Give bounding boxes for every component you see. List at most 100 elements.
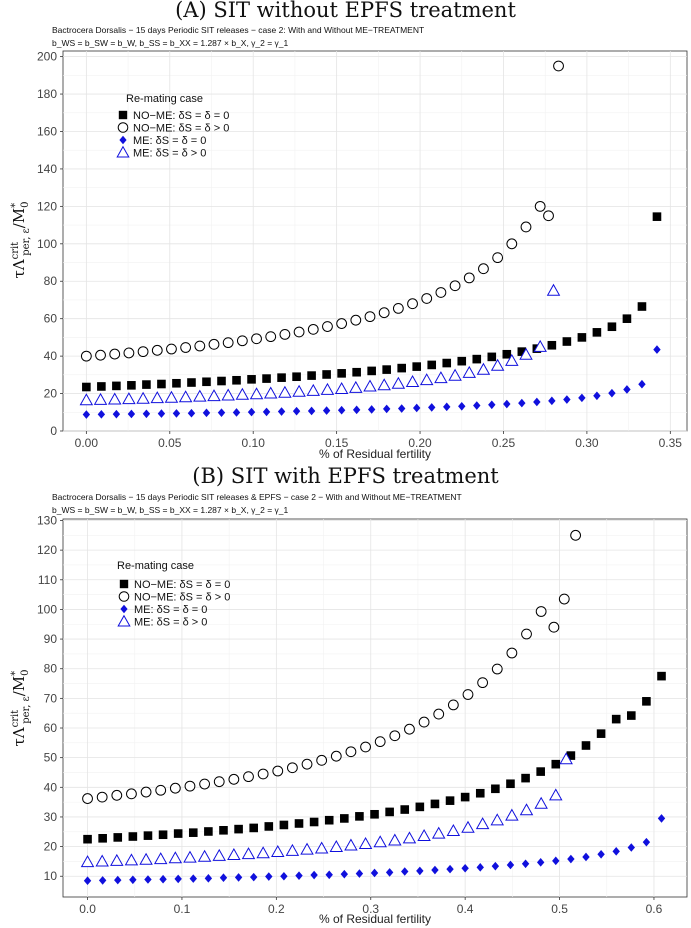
data-point bbox=[249, 872, 258, 882]
x-tick-label: 0.2 bbox=[268, 902, 285, 916]
y-tick-label: 100 bbox=[37, 602, 57, 616]
data-point bbox=[552, 856, 560, 866]
data-point bbox=[546, 283, 561, 296]
y-tick-label: 20 bbox=[44, 387, 58, 401]
panel-b-plot-frame bbox=[62, 518, 688, 898]
data-point bbox=[415, 802, 425, 812]
data-point bbox=[607, 322, 617, 332]
data-point bbox=[596, 729, 606, 738]
data-point bbox=[345, 746, 357, 758]
panel-b-ticks: 0.0 0.1 0.2 0.3 0.4 0.5 0.6 10 20 30 40 50 60 70 80 90 1… bbox=[37, 513, 663, 916]
panel-a-title: (A) SIT without EPFS treatment bbox=[175, 0, 516, 22]
data-point bbox=[490, 813, 505, 826]
x-tick-label: 0.5 bbox=[551, 902, 568, 916]
data-point bbox=[310, 870, 318, 880]
x-tick-label: 0.3 bbox=[362, 902, 379, 916]
x-tick-label: 0.25 bbox=[492, 436, 516, 450]
data-point bbox=[417, 829, 431, 842]
panel-a-grid bbox=[63, 51, 687, 432]
data-point bbox=[462, 689, 474, 700]
data-point bbox=[370, 868, 379, 878]
y-tick-label: 90 bbox=[44, 632, 58, 646]
data-point bbox=[637, 302, 647, 311]
data-point bbox=[536, 767, 545, 776]
data-point bbox=[377, 378, 391, 391]
y-tick-label: 60 bbox=[44, 721, 58, 735]
data-point bbox=[227, 847, 241, 861]
data-point bbox=[180, 342, 192, 353]
data-point bbox=[400, 805, 410, 814]
data-point bbox=[627, 711, 636, 720]
data-point bbox=[122, 392, 136, 405]
data-point bbox=[473, 401, 481, 410]
data-point bbox=[251, 333, 262, 345]
y-tick-label: 80 bbox=[44, 274, 58, 288]
panel-a: (A) SIT without EPFS treatment Bactrocer… bbox=[10, 0, 688, 461]
data-point bbox=[367, 366, 376, 376]
data-point bbox=[307, 406, 316, 416]
x-tick-label: 0.15 bbox=[325, 436, 349, 450]
legend-label: ME: δS = δ > 0 bbox=[134, 617, 207, 629]
data-point bbox=[112, 409, 121, 419]
data-point bbox=[143, 831, 153, 840]
data-point bbox=[462, 365, 477, 378]
data-point bbox=[355, 812, 364, 821]
data-point bbox=[202, 408, 211, 418]
data-point bbox=[337, 405, 346, 415]
data-point bbox=[570, 529, 582, 541]
x-tick-label: 0.30 bbox=[575, 436, 599, 450]
y-tick-label: 200 bbox=[37, 50, 57, 64]
data-point bbox=[136, 391, 150, 404]
data-point bbox=[534, 796, 548, 809]
data-point bbox=[336, 318, 348, 329]
y-tick-label: 30 bbox=[44, 810, 58, 824]
panel-a-points bbox=[79, 60, 662, 419]
y-tick-label: 0 bbox=[50, 424, 57, 438]
panel-b-points bbox=[80, 529, 666, 885]
data-point bbox=[402, 831, 417, 844]
data-point bbox=[301, 758, 313, 770]
data-point bbox=[443, 402, 451, 412]
data-point bbox=[488, 400, 496, 410]
data-point bbox=[294, 819, 304, 828]
data-point bbox=[430, 799, 440, 809]
data-point bbox=[193, 389, 207, 402]
data-point bbox=[98, 876, 107, 885]
data-point bbox=[334, 381, 349, 394]
data-point bbox=[421, 293, 433, 304]
panel-b-y-axis-label: τΛcritper, ε/M*0 bbox=[10, 669, 32, 746]
legend-marker bbox=[120, 604, 128, 614]
data-point bbox=[127, 381, 136, 390]
data-point bbox=[213, 776, 225, 788]
panel-a-params: b_WS = b_SW = b_W, b_SS = b_XX = 1.287 ×… bbox=[52, 38, 289, 48]
data-point bbox=[543, 210, 554, 222]
data-point bbox=[199, 778, 211, 790]
data-point bbox=[448, 368, 462, 381]
data-point bbox=[412, 362, 422, 371]
data-point bbox=[293, 326, 305, 338]
data-point bbox=[272, 765, 284, 777]
data-point bbox=[82, 793, 93, 804]
data-point bbox=[388, 833, 402, 846]
data-point bbox=[582, 852, 590, 862]
data-point bbox=[169, 782, 181, 794]
data-point bbox=[271, 845, 285, 858]
data-point bbox=[460, 792, 470, 802]
data-point bbox=[352, 367, 361, 377]
y-tick-label: 100 bbox=[37, 237, 57, 251]
data-point bbox=[166, 343, 177, 355]
data-point bbox=[95, 349, 106, 361]
data-point bbox=[378, 307, 390, 319]
data-point bbox=[257, 768, 269, 780]
data-point bbox=[389, 730, 401, 742]
data-point bbox=[608, 388, 616, 398]
data-point bbox=[247, 375, 256, 384]
panel-a-legend-title: Re-mating case bbox=[126, 93, 203, 105]
panel-a-x-axis-label: % of Residual fertility bbox=[319, 447, 431, 461]
data-point bbox=[309, 817, 319, 827]
data-point bbox=[563, 395, 571, 404]
data-point bbox=[581, 741, 591, 750]
data-point bbox=[463, 272, 475, 284]
data-point bbox=[265, 872, 273, 881]
data-point bbox=[374, 736, 386, 748]
